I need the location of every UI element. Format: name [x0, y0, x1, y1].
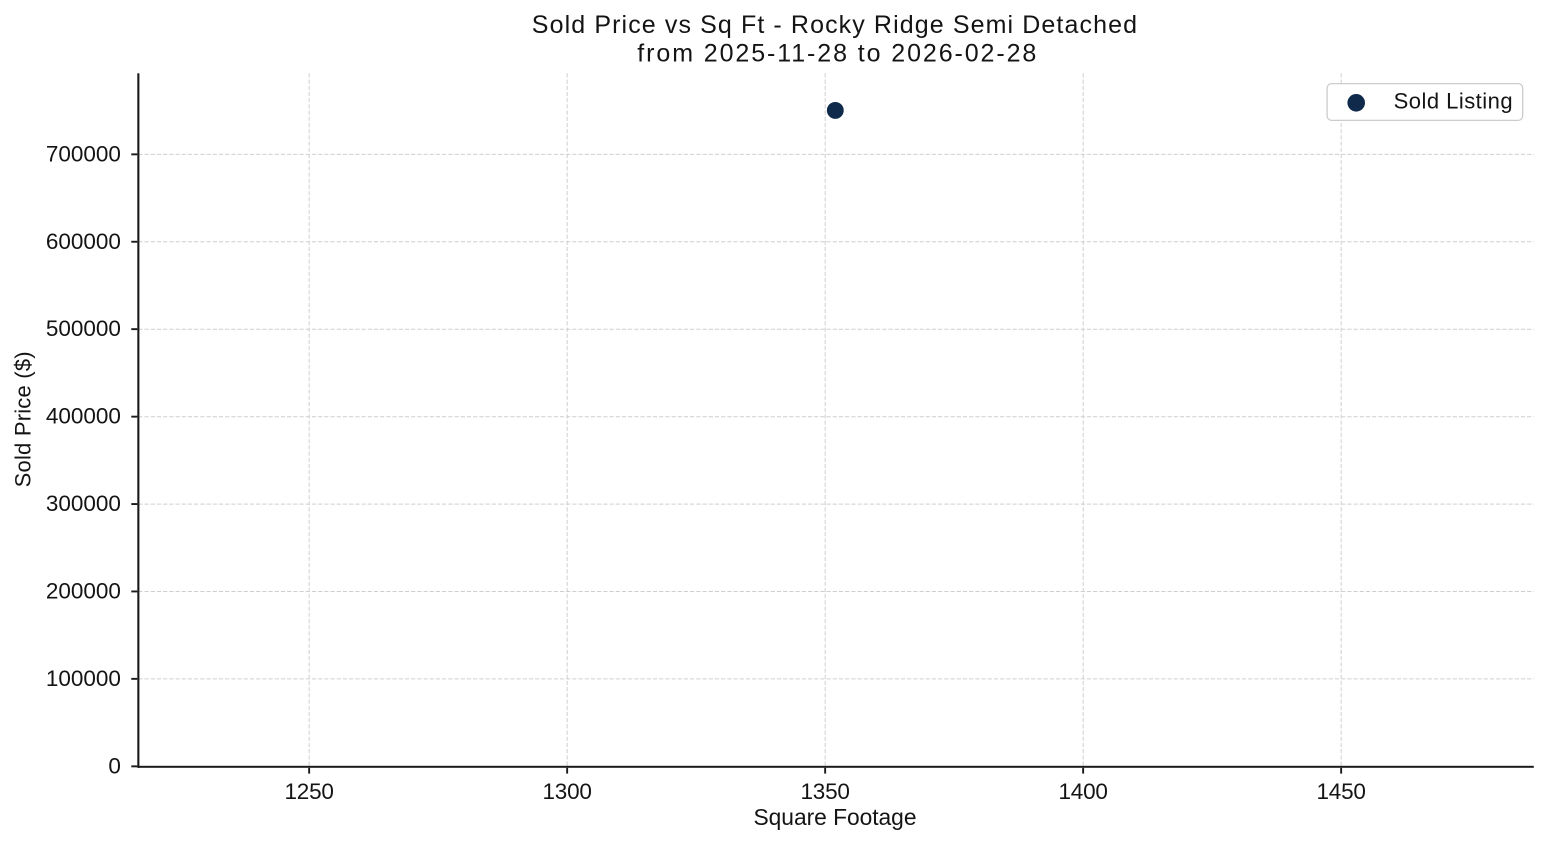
svg-text:0: 0: [108, 753, 121, 778]
svg-text:from 2025-11-28 to 2026-02-28: from 2025-11-28 to 2026-02-28: [637, 39, 1036, 67]
svg-text:400000: 400000: [46, 404, 121, 429]
svg-text:Sold Listing: Sold Listing: [1394, 88, 1513, 113]
svg-text:Sold Price ($): Sold Price ($): [10, 351, 35, 487]
svg-text:Sold Price vs Sq Ft - Rocky Ri: Sold Price vs Sq Ft - Rocky Ridge Semi D…: [532, 11, 1137, 39]
svg-text:1400: 1400: [1058, 779, 1108, 804]
svg-text:500000: 500000: [46, 316, 121, 341]
svg-text:600000: 600000: [46, 229, 121, 254]
svg-text:1300: 1300: [542, 779, 592, 804]
svg-text:100000: 100000: [46, 666, 121, 691]
svg-text:1450: 1450: [1316, 779, 1366, 804]
svg-text:1250: 1250: [284, 779, 334, 804]
svg-text:1350: 1350: [800, 779, 850, 804]
svg-text:300000: 300000: [46, 491, 121, 516]
svg-text:Square Footage: Square Footage: [754, 804, 917, 830]
svg-text:200000: 200000: [46, 579, 121, 604]
svg-text:700000: 700000: [46, 141, 121, 166]
